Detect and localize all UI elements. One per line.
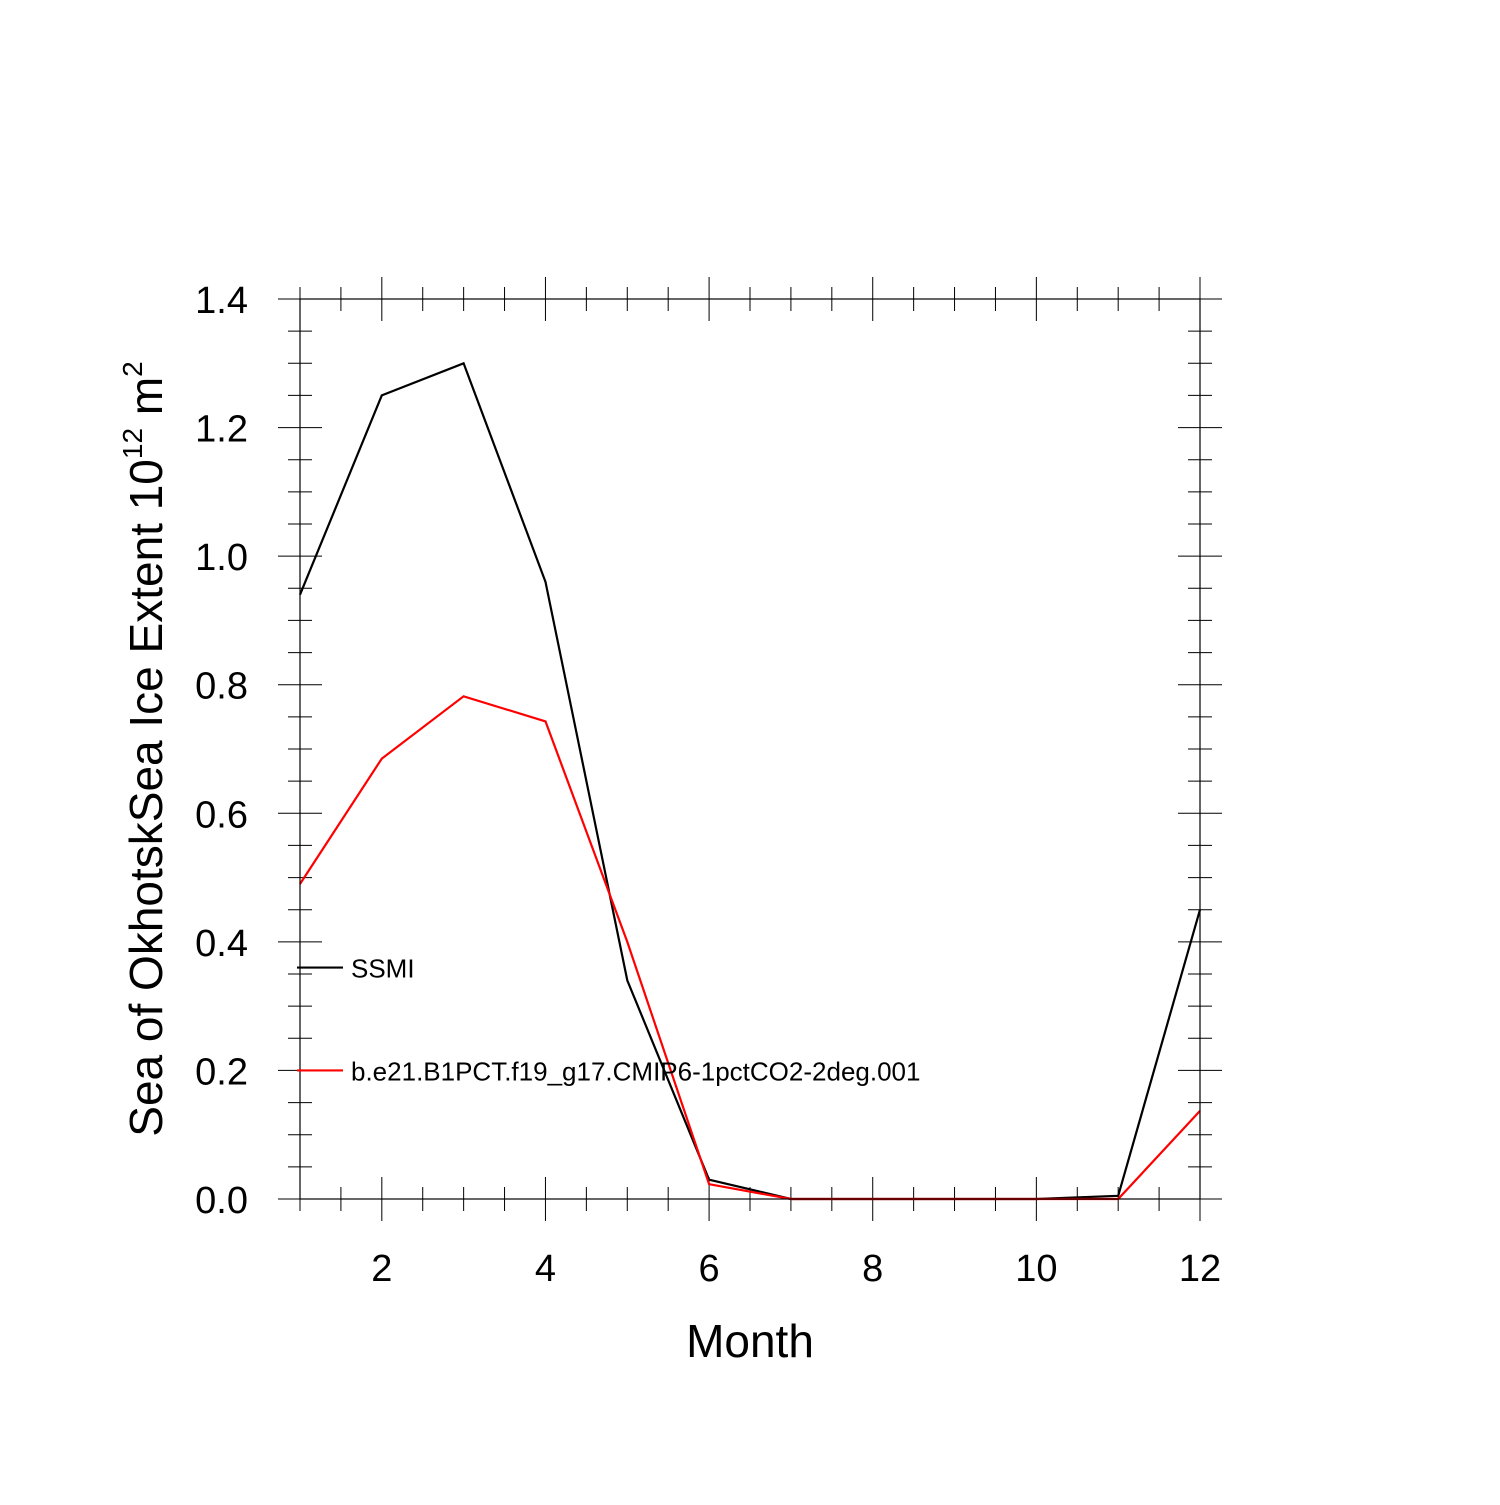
x-tick-labels: 2 4 6 8 10 12 <box>371 1248 1221 1290</box>
y-tick-label: 1.4 <box>195 280 248 322</box>
y-axis-label-unit-exponent: 2 <box>117 361 148 377</box>
y-axis-label-main: Sea of OkhotskSea Ice Extent 10 <box>120 459 172 1137</box>
x-tick-label: 4 <box>535 1248 556 1290</box>
y-tick-label: 0.2 <box>195 1051 248 1093</box>
legend: SSMI b.e21.B1PCT.f19_g17.CMIP6-1pctCO2-2d… <box>297 954 920 1086</box>
x-tick-label: 12 <box>1179 1248 1221 1290</box>
x-tick-label: 10 <box>1015 1248 1057 1290</box>
y-tick-label: 1.0 <box>195 537 248 579</box>
y-tick-label: 0.8 <box>195 666 248 708</box>
y-tick-label: 0.0 <box>195 1180 248 1222</box>
y-tick-label: 0.6 <box>195 794 248 836</box>
x-tick-label: 2 <box>371 1248 392 1290</box>
x-tick-label: 8 <box>862 1248 883 1290</box>
series-line-2 <box>299 695 1201 1201</box>
x-axis-label: Month <box>686 1315 814 1367</box>
legend-label-1: SSMI <box>351 954 415 984</box>
y-axis-label-unit: m <box>120 377 172 428</box>
plot-area-frame <box>299 298 1201 1200</box>
y-axis-label: Sea of OkhotskSea Ice Extent 1012 m2 <box>117 361 172 1136</box>
y-axis-label-exponent: 12 <box>117 428 148 459</box>
y-tick-label: 1.2 <box>195 409 248 451</box>
y-tick-labels: 0.0 0.2 0.4 0.6 0.8 1.0 1.2 1.4 <box>195 280 248 1222</box>
y-tick-label: 0.4 <box>195 923 248 965</box>
x-tick-label: 6 <box>699 1248 720 1290</box>
legend-label-2: b.e21.B1PCT.f19_g17.CMIP6-1pctCO2-2deg.0… <box>351 1056 920 1086</box>
